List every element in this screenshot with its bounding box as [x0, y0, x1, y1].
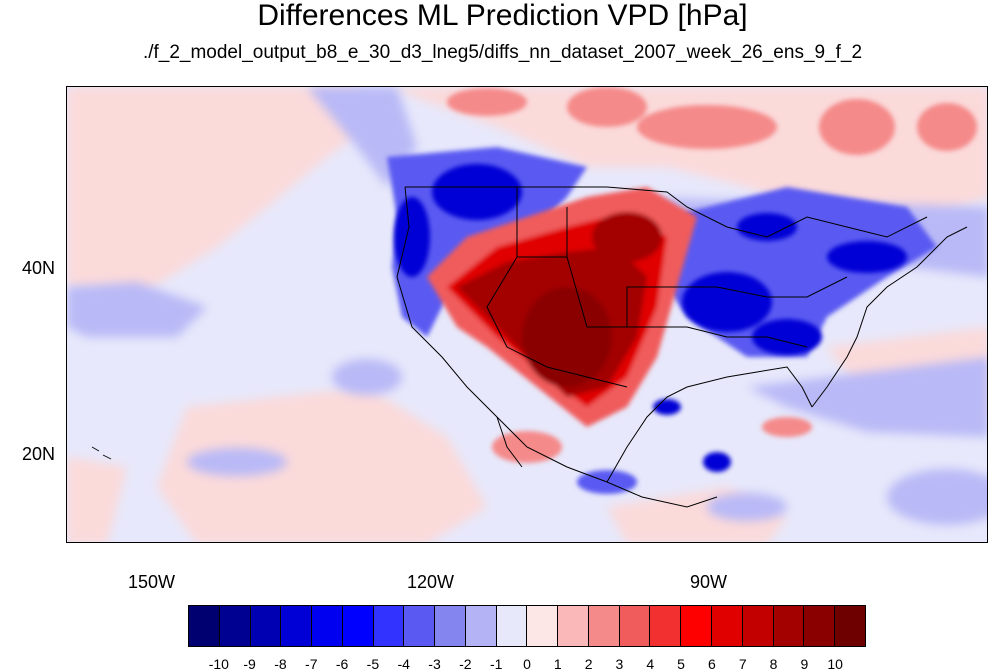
colorbar-swatch — [527, 606, 559, 646]
colorbar-swatch — [496, 606, 528, 646]
colorbar-swatch — [835, 606, 865, 646]
colorbar-label: -10 — [208, 656, 229, 672]
colorbar-label: 4 — [646, 656, 655, 672]
colorbar-label: 8 — [769, 656, 778, 672]
y-tick-label-20n: 20N — [22, 444, 56, 464]
colorbar-swatch — [435, 606, 466, 646]
colorbar-swatch — [558, 606, 589, 646]
colorbar-label: 5 — [677, 656, 685, 672]
west-positive-region — [427, 187, 697, 427]
colorbar-swatch — [681, 606, 713, 646]
colorbar-label: 9 — [800, 656, 809, 672]
map-field-svg — [67, 87, 987, 542]
colorbar-swatch — [373, 606, 405, 646]
colorbar-swatch — [342, 606, 374, 646]
y-tick-label-40n: 40N — [22, 258, 56, 278]
colorbar — [188, 605, 866, 647]
colorbar-swatch — [281, 606, 313, 646]
colorbar-label: 7 — [738, 656, 747, 672]
colorbar-label: -3 — [428, 656, 441, 672]
x-tick-label-150w: 150W — [128, 572, 176, 592]
colorbar-swatch — [650, 606, 682, 646]
colorbar-label: -2 — [459, 656, 472, 672]
x-tick-label-120w: 120W — [407, 572, 455, 592]
coastline-lines — [396, 186, 968, 508]
plot-title: Differences ML Prediction VPD [hPa] — [257, 0, 748, 32]
medium-positive-regions — [447, 87, 977, 347]
colorbar-label: 3 — [615, 656, 624, 672]
colorbar-label: 6 — [708, 656, 716, 672]
colorbar-swatch — [588, 606, 620, 646]
colorbar-swatch — [465, 606, 497, 646]
colorbar-swatch — [189, 606, 220, 646]
colorbar-swatch — [250, 606, 282, 646]
colorbar-label: 10 — [827, 656, 843, 672]
colorbar-label: -4 — [397, 656, 410, 672]
vpd-difference-map — [66, 86, 988, 543]
colorbar-swatch — [219, 606, 251, 646]
nw-strong-negative — [394, 164, 522, 277]
colorbar-label: -5 — [366, 656, 380, 672]
colorbar-label: 0 — [523, 656, 531, 672]
hawaii-outline — [91, 446, 112, 460]
colorbar-label: -1 — [489, 656, 503, 672]
colorbar-label: 2 — [584, 656, 593, 672]
colorbar-swatch — [742, 606, 774, 646]
x-tick-label-90w: 90W — [690, 572, 728, 592]
colorbar-swatch — [312, 606, 343, 646]
colorbar-swatch — [773, 606, 805, 646]
colorbar-label: -6 — [335, 656, 349, 672]
colorbar-label: -8 — [274, 656, 287, 672]
colorbar-swatch — [712, 606, 743, 646]
colorbar-swatch — [404, 606, 436, 646]
colorbar-label: 1 — [553, 656, 562, 672]
colorbar-swatch — [619, 606, 651, 646]
colorbar-label: -7 — [305, 656, 318, 672]
plot-subtitle: ./f_2_model_output_b8_e_30_d3_lneg5/diff… — [142, 42, 863, 63]
colorbar-label: -9 — [243, 656, 256, 672]
colorbar-swatch — [804, 606, 836, 646]
